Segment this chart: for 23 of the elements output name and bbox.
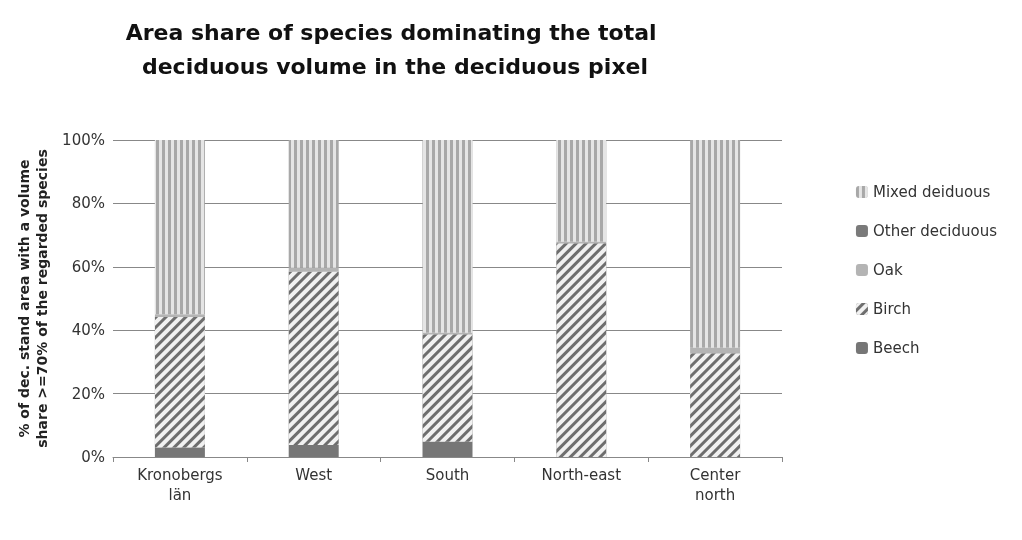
y-tick-label: 40% xyxy=(71,321,105,340)
legend-label: Beech xyxy=(872,339,920,357)
x-tick-label: Center north xyxy=(689,466,742,504)
y-tick-label: 80% xyxy=(71,194,105,213)
y-axis-title: % of dec. stand area with a volume share >=70% of the regarded species xyxy=(16,149,50,448)
y-tick-label: 60% xyxy=(71,257,105,276)
y-tick-label: 100% xyxy=(62,131,105,149)
y-tick-label: 0% xyxy=(81,448,105,466)
legend-label: Birch xyxy=(872,300,912,318)
bar xyxy=(288,444,339,457)
x-tick-label: North-east xyxy=(541,466,622,484)
x-tick-label: West xyxy=(295,466,333,484)
bar xyxy=(154,447,205,457)
bar xyxy=(288,267,339,272)
legend-label: Mixed deiduous xyxy=(872,183,991,201)
x-tick-label: Kronobergs län xyxy=(137,466,223,504)
bar xyxy=(154,314,205,317)
y-tick-label: 20% xyxy=(71,384,105,403)
chart-title: Area share of species dominating the total deciduous volume in the deciduous pixel xyxy=(125,19,665,79)
legend-label: Other deciduous xyxy=(872,222,998,240)
legend-label: Oak xyxy=(872,261,903,279)
bar xyxy=(422,441,473,457)
x-tick-label: South xyxy=(425,466,470,484)
